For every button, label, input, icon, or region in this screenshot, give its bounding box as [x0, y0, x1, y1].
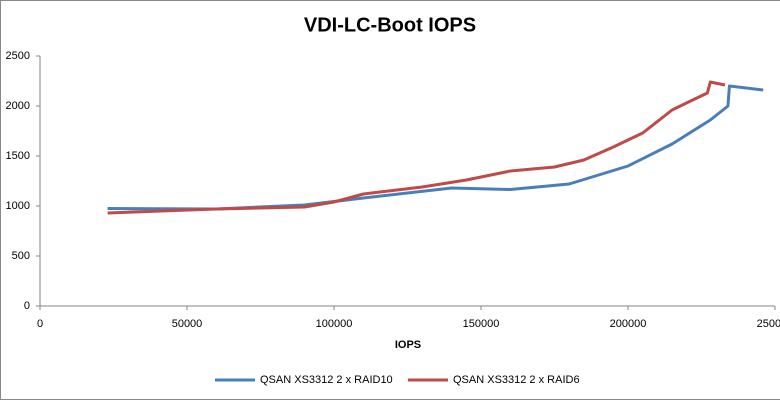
y-tick-label: 1000	[6, 200, 30, 212]
chart-title: VDI-LC-Boot IOPS	[304, 14, 476, 36]
y-tick-label: 2000	[6, 100, 30, 112]
line-series	[107, 84, 764, 211]
y-tick-label: 0	[24, 300, 30, 312]
x-tick-label: 50000	[172, 318, 203, 330]
x-tick-label: 250000	[757, 318, 780, 330]
x-tick-label: 0	[37, 318, 43, 330]
x-tick-label: 150000	[463, 318, 500, 330]
y-tick-label: 500	[12, 250, 30, 262]
y-tick-label: 2500	[6, 50, 30, 62]
legend-label: QSAN XS3312 2 x RAID10	[260, 374, 393, 386]
x-tick-label: 200000	[610, 318, 647, 330]
legend-label: QSAN XS3312 2 x RAID6	[453, 374, 580, 386]
y-tick-label: 1500	[6, 150, 30, 162]
line-series	[107, 80, 726, 215]
x-tick-label: 100000	[316, 318, 353, 330]
x-axis-label: IOPS	[395, 339, 421, 351]
